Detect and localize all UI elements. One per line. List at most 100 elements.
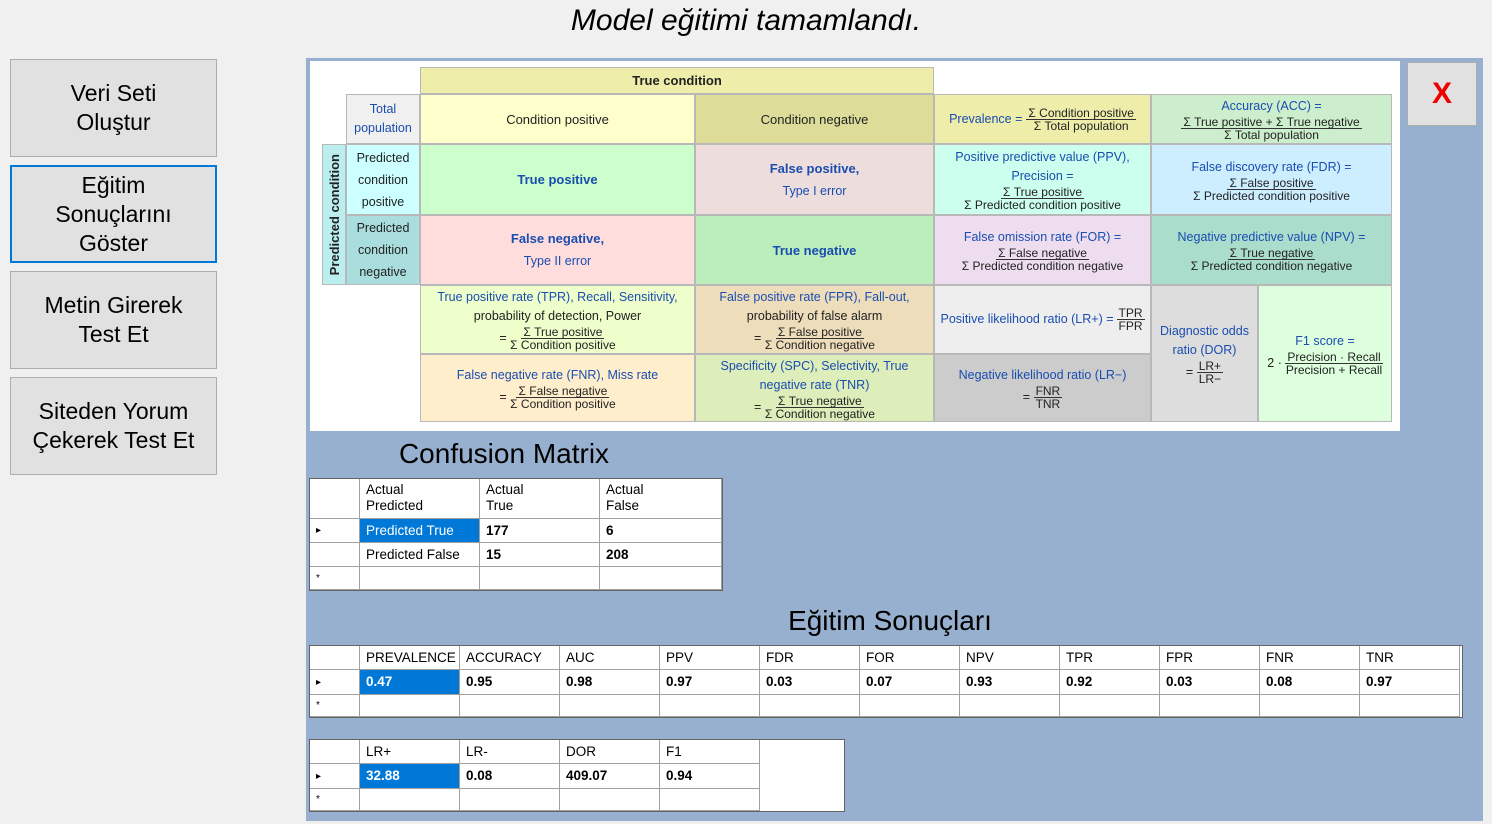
false-negative-cell: False negative, Type II error <box>420 215 695 285</box>
new-table-row[interactable]: * <box>310 567 722 590</box>
npv-cell: Negative predictive value (NPV) = Σ True… <box>1151 215 1392 285</box>
metric-value-cell[interactable]: 0.92 <box>1060 670 1160 695</box>
empty-cell[interactable] <box>460 695 560 717</box>
empty-cell[interactable] <box>1260 695 1360 717</box>
dor-numerator: LR+ <box>1196 359 1224 373</box>
column-header[interactable]: Actual Predicted <box>360 479 480 519</box>
column-header[interactable]: LR+ <box>360 740 460 764</box>
confusion-matrix-title: Confusion Matrix <box>398 438 610 469</box>
empty-cell[interactable] <box>960 695 1060 717</box>
predicted-condition-header: Predicted condition <box>322 144 346 285</box>
dor-equals: = <box>1185 364 1194 379</box>
specificity-numerator: Σ True negative <box>776 393 864 408</box>
empty-cell[interactable] <box>460 789 560 811</box>
ratio-value-cell[interactable]: 0.08 <box>460 764 560 789</box>
column-header[interactable]: F1 <box>660 740 760 764</box>
table-row[interactable]: ▸ 32.88 0.08 409.07 0.94 <box>310 764 760 789</box>
fdr-cell: False discovery rate (FDR) = Σ False pos… <box>1151 144 1392 215</box>
show-training-results-button[interactable]: Eğitim Sonuçlarını Göster <box>10 165 217 263</box>
empty-cell[interactable] <box>860 695 960 717</box>
column-header[interactable]: PPV <box>660 646 760 670</box>
metric-value-cell[interactable]: 0.97 <box>1360 670 1460 695</box>
lr-positive-numerator: TPR <box>1116 306 1145 320</box>
empty-cell[interactable] <box>1160 695 1260 717</box>
lr-negative-label: Negative likelihood ratio (LR−) <box>958 368 1127 382</box>
metric-value-cell[interactable]: 0.03 <box>760 670 860 695</box>
metric-value-cell[interactable]: 0.03 <box>1160 670 1260 695</box>
column-header[interactable]: DOR <box>560 740 660 764</box>
column-header[interactable]: TPR <box>1060 646 1160 670</box>
empty-cell[interactable] <box>560 789 660 811</box>
column-header[interactable]: AUC <box>560 646 660 670</box>
ppv-denominator: Σ Predicted condition positive <box>964 198 1121 212</box>
column-header[interactable]: ACCURACY <box>460 646 560 670</box>
empty-cell[interactable] <box>600 567 722 590</box>
row-label-cell[interactable]: Predicted True <box>360 519 480 543</box>
column-header[interactable]: Actual False <box>600 479 722 519</box>
value-cell[interactable]: 15 <box>480 543 600 567</box>
empty-cell[interactable] <box>1060 695 1160 717</box>
table-row[interactable]: ▸ Predicted True 177 6 <box>310 519 722 543</box>
current-row-indicator: ▸ <box>310 670 360 695</box>
tpr-denominator: Σ Condition positive <box>510 338 616 352</box>
test-by-site-comments-button[interactable]: Siteden Yorum Çekerek Test Et <box>10 377 217 475</box>
metric-value-cell[interactable]: 0.07 <box>860 670 960 695</box>
npv-numerator: Σ True negative <box>1227 246 1316 260</box>
fpr-equals: = <box>754 330 762 345</box>
value-cell[interactable]: 6 <box>600 519 722 543</box>
metric-value-cell[interactable]: 0.95 <box>460 670 560 695</box>
metric-value-cell[interactable]: 0.08 <box>1260 670 1360 695</box>
grid-header-row: Actual Predicted Actual True Actual Fals… <box>310 479 722 519</box>
column-header[interactable]: LR- <box>460 740 560 764</box>
type1-error-label: Type I error <box>782 183 847 198</box>
empty-cell[interactable] <box>560 695 660 717</box>
tpr-equals: = <box>499 330 507 345</box>
tpr-cell: True positive rate (TPR), Recall, Sensit… <box>420 285 695 354</box>
f1-prefix: 2 · <box>1267 355 1282 370</box>
f1-numerator: Precision · Recall <box>1285 349 1383 364</box>
column-header[interactable]: FDR <box>760 646 860 670</box>
accuracy-cell: Accuracy (ACC) = Σ True positive + Σ Tru… <box>1151 94 1392 144</box>
column-header[interactable]: NPV <box>960 646 1060 670</box>
create-dataset-button[interactable]: Veri Seti Oluştur <box>10 59 217 157</box>
empty-cell[interactable] <box>480 567 600 590</box>
empty-cell[interactable] <box>360 789 460 811</box>
ppv-label: Positive predictive value (PPV), <box>955 150 1130 164</box>
ratio-value-cell[interactable]: 409.07 <box>560 764 660 789</box>
empty-cell[interactable] <box>1360 695 1460 717</box>
empty-cell[interactable] <box>360 695 460 717</box>
empty-cell[interactable] <box>360 567 480 590</box>
specificity-denominator: Σ Condition negative <box>764 406 875 421</box>
metric-value-cell[interactable]: 0.47 <box>360 670 460 695</box>
row-label-cell[interactable]: Predicted False <box>360 543 480 567</box>
empty-cell[interactable] <box>660 789 760 811</box>
grid-header-row: LR+ LR- DOR F1 <box>310 740 760 764</box>
value-cell[interactable]: 177 <box>480 519 600 543</box>
table-row[interactable]: ▸ 0.47 0.95 0.98 0.97 0.03 0.07 0.93 0.92 0.03 0.… <box>310 670 1460 695</box>
column-header[interactable]: TNR <box>1360 646 1460 670</box>
predicted-negative-cell: Predicted condition negative <box>346 215 420 285</box>
column-header[interactable]: FNR <box>1260 646 1360 670</box>
empty-cell[interactable] <box>660 695 760 717</box>
specificity-label: Specificity (SPC), Selectivity, True neg… <box>720 358 909 392</box>
new-table-row[interactable]: * <box>310 789 760 811</box>
metric-value-cell[interactable]: 0.98 <box>560 670 660 695</box>
empty-cell[interactable] <box>760 695 860 717</box>
metric-value-cell[interactable]: 0.97 <box>660 670 760 695</box>
ratio-value-cell[interactable]: 32.88 <box>360 764 460 789</box>
table-row[interactable]: Predicted False 15 208 <box>310 543 722 567</box>
fpr-numerator: Σ False positive <box>775 325 864 339</box>
value-cell[interactable]: 208 <box>600 543 722 567</box>
column-header[interactable]: PREVALENCE <box>360 646 460 670</box>
column-header[interactable]: FOR <box>860 646 960 670</box>
training-results-title: Eğitim Sonuçları <box>788 605 992 636</box>
test-by-text-button[interactable]: Metin Girerek Test Et <box>10 271 217 369</box>
new-table-row[interactable]: * <box>310 695 1460 717</box>
true-positive-cell: True positive <box>420 144 695 215</box>
close-button[interactable]: X <box>1407 62 1477 126</box>
metric-value-cell[interactable]: 0.93 <box>960 670 1060 695</box>
column-header[interactable]: FPR <box>1160 646 1260 670</box>
column-header[interactable]: Actual True <box>480 479 600 519</box>
ratio-value-cell[interactable]: 0.94 <box>660 764 760 789</box>
accuracy-label: Accuracy (ACC) = <box>1221 99 1322 113</box>
